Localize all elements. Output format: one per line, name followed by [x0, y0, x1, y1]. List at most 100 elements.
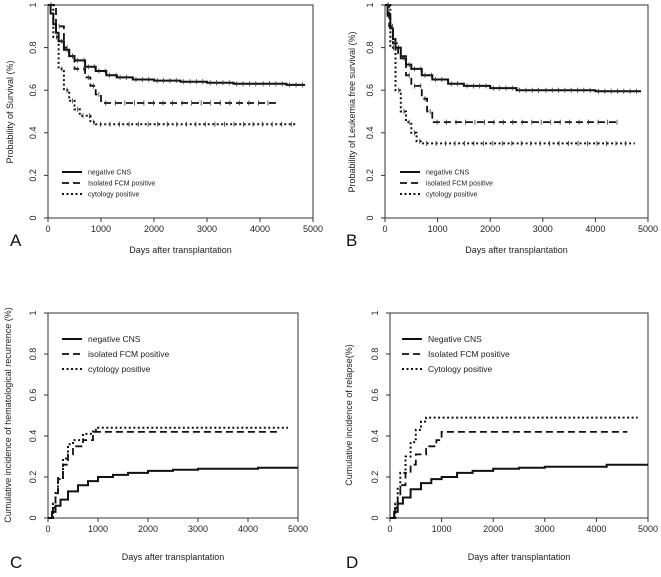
y-tick-label: 0.6	[370, 389, 380, 402]
series-line-dotted	[48, 4, 298, 126]
legend-label: cytology positive	[88, 364, 151, 374]
y-tick-label: 0.2	[28, 471, 38, 484]
x-tick-label: 0	[387, 524, 392, 534]
x-tick-label: 3000	[535, 524, 555, 534]
y-tick-label: 0.6	[28, 389, 38, 402]
x-tick-label: 2000	[480, 224, 500, 234]
legend-label: Cytology positive	[428, 364, 493, 374]
x-tick-label: 0	[382, 224, 387, 234]
x-tick-label: 2000	[144, 224, 164, 234]
panel-b: 0 1000 2000 3000 4000 5000 0 0.2 0.4 0.6 0.8 1 Days …	[346, 2, 658, 255]
x-tick-label: 2000	[138, 524, 158, 534]
y-tick-label: 0	[28, 215, 38, 220]
y-tick-label: 1	[28, 2, 38, 7]
y-tick-label: 1	[365, 2, 375, 7]
x-axis-title: Days after transplantation	[468, 552, 571, 562]
censor-marks	[50, 2, 292, 127]
x-tick-label: 1000	[91, 224, 111, 234]
y-tick-label: 0.4	[28, 430, 38, 443]
series-line-solid	[48, 466, 298, 519]
x-axis-title: Days after transplantation	[122, 552, 225, 562]
legend: negative CNS Isolated FCM positive cytolog…	[62, 169, 155, 198]
panel-a: 0 1000 2000 3000 4000 5000 0 0.2 0.4 0.6 0.8 1 Days …	[5, 2, 323, 255]
series-line-dashed	[385, 4, 620, 123]
y-axis-title: Probability of Leukemia free survival (%…	[347, 31, 357, 192]
plot-frame	[47, 4, 314, 219]
legend-label: isolated FCM positive	[426, 180, 493, 187]
y-tick-label: 0.4	[365, 127, 375, 140]
y-tick-label: 0.8	[28, 348, 38, 361]
legend: negative CNS isolated FCM positive cytolog…	[62, 334, 170, 374]
legend-label: negative CNS	[88, 169, 132, 176]
legend: negative CNS isolated FCM positive cytolog…	[400, 169, 493, 198]
censor-marks	[61, 38, 303, 88]
series-line-dotted	[48, 426, 288, 519]
legend-label: cytology positive	[426, 191, 477, 198]
panel-letter: A	[10, 231, 22, 250]
plot-frame	[389, 312, 649, 519]
y-tick-label: 0.6	[28, 84, 38, 97]
y-tick-label: 0.2	[365, 169, 375, 182]
series-line-dashed	[48, 431, 278, 519]
x-tick-label: 4000	[586, 524, 606, 534]
censor-marks	[50, 2, 269, 106]
y-axis-title: Cumulative incidence of hematological re…	[3, 307, 13, 523]
legend-label: Isolated FCM positive	[88, 180, 155, 187]
panel-letter: B	[346, 231, 357, 250]
censor-marks	[398, 45, 637, 94]
plot-frame	[47, 312, 299, 519]
y-tick-label: 0.6	[365, 84, 375, 97]
panel-d: 0 1000 2000 3000 4000 5000 0 0.2 0.4 0.6 0.8 1 Days …	[344, 310, 658, 572]
y-tick-label: 0.8	[28, 41, 38, 54]
legend-label: Isolated FCM positive	[428, 349, 510, 359]
x-tick-label: 5000	[303, 224, 323, 234]
x-tick-label: 0	[45, 524, 50, 534]
y-tick-label: 0	[365, 215, 375, 220]
panel-letter: D	[346, 553, 358, 572]
y-tick-label: 1	[28, 310, 38, 315]
y-tick-label: 0.8	[365, 41, 375, 54]
legend-label: Negative CNS	[428, 334, 482, 344]
legend-label: negative CNS	[426, 169, 470, 176]
x-tick-label: 4000	[585, 224, 605, 234]
legend-label: isolated FCM positive	[88, 349, 170, 359]
x-tick-label: 3000	[533, 224, 553, 234]
y-axis-title: Cumulative incidence of relapse(%)	[344, 344, 354, 486]
x-tick-label: 1000	[88, 524, 108, 534]
x-tick-label: 0	[45, 224, 50, 234]
x-tick-label: 3000	[197, 224, 217, 234]
censor-marks	[387, 2, 618, 125]
x-tick-label: 5000	[638, 224, 658, 234]
x-tick-label: 5000	[288, 524, 308, 534]
legend-label: negative CNS	[88, 334, 141, 344]
y-tick-label: 0.4	[28, 127, 38, 140]
series-line-dashed	[390, 431, 628, 519]
y-tick-label: 0.4	[370, 430, 380, 443]
y-tick-label: 0.2	[370, 471, 380, 484]
y-tick-label: 0	[370, 515, 380, 520]
series-line-dotted	[390, 416, 638, 519]
panel-letter: C	[10, 553, 22, 572]
panel-c: 0 1000 2000 3000 4000 5000 0 0.2 0.4 0.6 0.8 1 Days …	[3, 307, 308, 572]
x-tick-label: 3000	[188, 524, 208, 534]
series-line-solid	[385, 4, 642, 93]
plot-frame	[384, 4, 649, 219]
y-tick-label: 0.8	[370, 348, 380, 361]
x-tick-label: 4000	[250, 224, 270, 234]
legend-label: cytology positive	[88, 191, 139, 198]
x-tick-label: 2000	[483, 524, 503, 534]
y-axis-title: Probability of Survival (%)	[5, 60, 15, 163]
legend: Negative CNS Isolated FCM positive Cytolog…	[402, 334, 510, 374]
x-tick-label: 4000	[238, 524, 258, 534]
x-tick-label: 1000	[428, 224, 448, 234]
x-tick-label: 5000	[638, 524, 658, 534]
series-line-dotted	[385, 4, 635, 145]
y-tick-label: 1	[370, 310, 380, 315]
censor-marks	[387, 2, 626, 146]
series-line-dashed	[48, 4, 276, 104]
x-axis-title: Days after transplantation	[129, 245, 232, 255]
y-tick-label: 0	[28, 515, 38, 520]
x-tick-label: 1000	[432, 524, 452, 534]
y-tick-label: 0.2	[28, 169, 38, 182]
